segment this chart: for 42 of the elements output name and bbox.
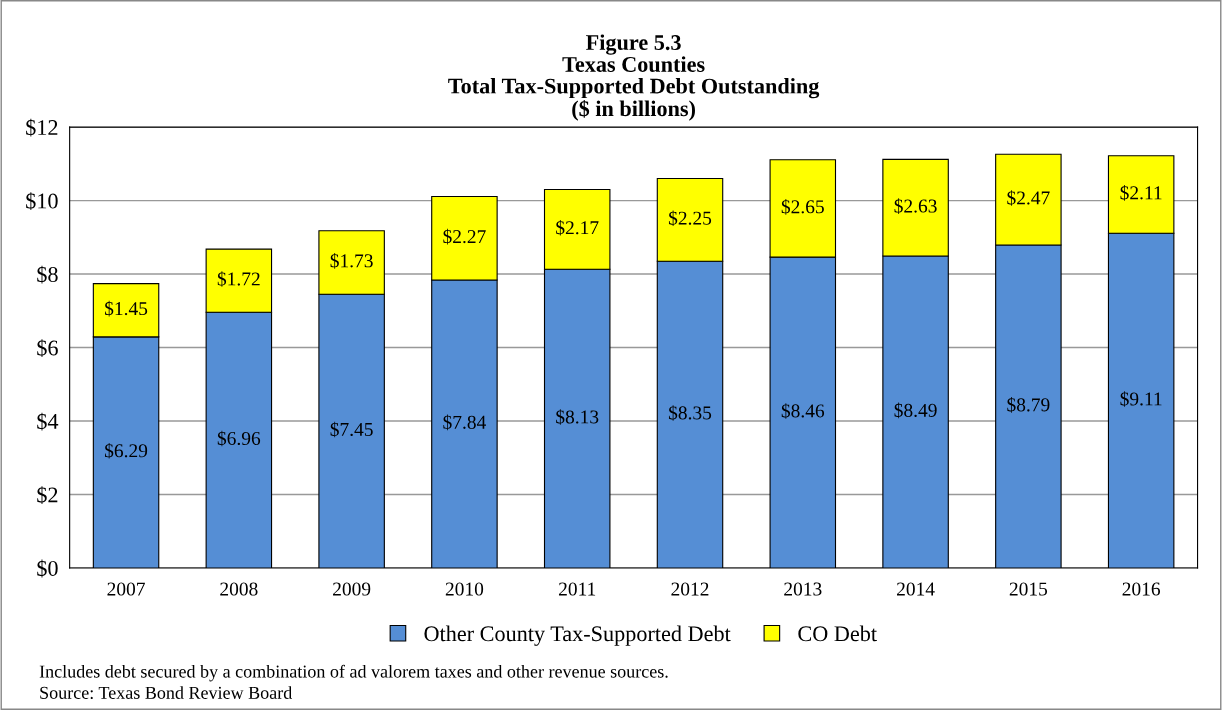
text: Includes debt secured by a combination of ad valorem taxes and other revenue sources. (39, 664, 668, 682)
data-label: $2.25 (668, 210, 712, 227)
x-tick-label: 2010 (445, 582, 484, 596)
y-tick-label: $10 (26, 192, 58, 210)
x-tick-label: 2008 (220, 582, 258, 596)
data-label: $8.35 (668, 405, 712, 421)
source-note: Source: Texas Bond Review Board (40, 686, 293, 699)
y-tick-label: $2 (37, 486, 58, 504)
legend-label: Other County Tax-Supported Debt (424, 625, 731, 646)
y-tick-label: $4 (37, 412, 59, 431)
x-tick-label: 2007 (107, 582, 145, 596)
data-label: $8.13 (556, 409, 599, 425)
data-label: $6.96 (217, 430, 261, 447)
y-tick-label: $12 (26, 118, 58, 137)
x-tick-label: 2012 (671, 582, 709, 596)
data-label: $2.11 (1120, 185, 1162, 201)
data-label: $7.84 (443, 414, 486, 431)
data-label: $1.73 (330, 253, 373, 269)
data-label: $1.45 (105, 300, 148, 317)
legend-label: CO Debt (798, 625, 877, 642)
data-label: $8.49 (894, 402, 937, 419)
x-tick-label: 2013 (784, 582, 822, 596)
data-label: $8.46 (781, 403, 825, 419)
data-label: $2.27 (443, 228, 486, 245)
data-label: $7.45 (330, 421, 373, 438)
x-tick-label: 2014 (896, 582, 935, 596)
data-label: $2.63 (894, 198, 937, 214)
data-label: $8.79 (1007, 397, 1050, 413)
data-label: $9.11 (1120, 391, 1162, 407)
y-tick-label: $8 (37, 265, 58, 284)
data-label: $6.29 (105, 443, 148, 459)
chart-title: Figure 5.3 Texas Counties Total Tax-Supported Debt Outstanding ($ in billions) (448, 34, 820, 121)
data-label: $2.47 (1007, 190, 1050, 206)
y-tick-label: $0 (37, 559, 58, 578)
x-tick-label: 2011 (558, 582, 596, 596)
y-tick-label: $6 (37, 339, 58, 357)
x-tick-label: 2015 (1009, 582, 1048, 596)
data-label: $2.17 (556, 220, 599, 236)
x-tick-label: 2009 (333, 582, 371, 596)
data-label: $1.72 (217, 271, 260, 287)
x-tick-label: 2016 (1122, 582, 1161, 596)
data-label: $2.65 (781, 199, 824, 215)
